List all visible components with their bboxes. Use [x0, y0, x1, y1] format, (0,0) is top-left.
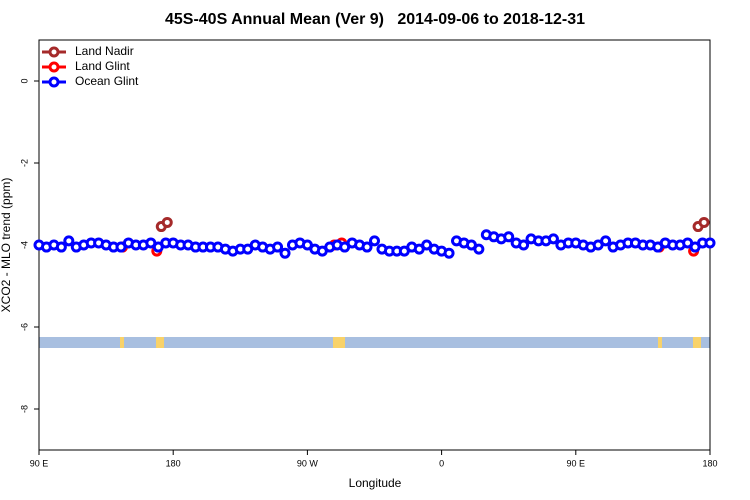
legend-marker	[48, 61, 60, 73]
legend-marker	[48, 46, 60, 58]
point	[473, 243, 485, 255]
x-tick-label: 90 E	[30, 458, 49, 468]
point	[63, 235, 75, 247]
land-patch	[658, 337, 662, 348]
land-ocean-strip	[39, 337, 710, 348]
point	[361, 241, 373, 253]
point	[704, 237, 716, 249]
y-tick-label: -4	[19, 241, 29, 249]
x-axis-label: Longitude	[349, 476, 402, 490]
point	[503, 231, 515, 243]
point	[600, 235, 612, 247]
x-tick-label: 90 W	[297, 458, 319, 468]
ocean-strip	[39, 337, 710, 348]
y-tick-label: -8	[19, 405, 29, 413]
x-tick-label: 180	[166, 458, 181, 468]
y-tick-label: -6	[19, 323, 29, 331]
point	[443, 247, 455, 259]
y-tick-label: 0	[19, 78, 29, 83]
land-patch	[333, 337, 345, 348]
point	[547, 233, 559, 245]
x-tick-label: 180	[702, 458, 717, 468]
chart-title: 45S-40S Annual Mean (Ver 9) 2014-09-06 t…	[165, 11, 585, 28]
land-patch	[693, 337, 701, 348]
y-tick-label: -2	[19, 159, 29, 167]
point	[698, 216, 710, 228]
point	[518, 239, 530, 251]
x-tick-label: 0	[439, 458, 444, 468]
legend-marker	[48, 76, 60, 88]
legend-label: Ocean Glint	[75, 74, 139, 88]
y-axis-label: XCO2 - MLO trend (ppm)	[0, 178, 13, 313]
x-tick-label: 90 E	[567, 458, 586, 468]
point	[161, 216, 173, 228]
point	[55, 241, 67, 253]
point	[279, 247, 291, 259]
point	[369, 235, 380, 247]
legend-label: Land Nadir	[75, 44, 134, 58]
land-patch	[156, 337, 164, 348]
legend-label: Land Glint	[75, 59, 130, 73]
land-patch	[120, 337, 124, 348]
point	[272, 241, 284, 253]
